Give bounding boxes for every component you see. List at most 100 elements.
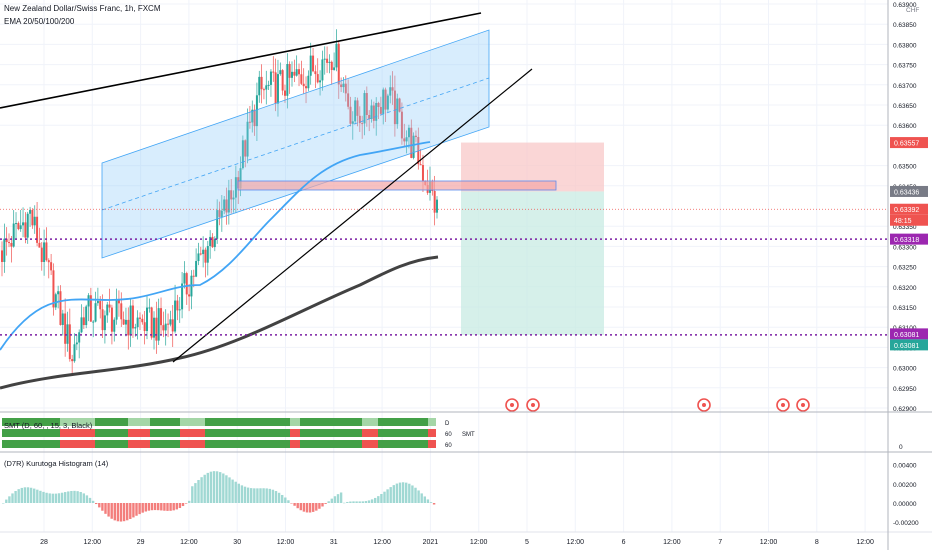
candle-body [363,93,366,124]
candle-body [251,109,254,123]
histogram-bar [237,483,240,503]
candle-body [365,93,368,115]
smt-bar [128,429,150,437]
price-badge [890,328,928,340]
histogram-bar [377,496,380,503]
smt-bar [128,418,150,426]
smt-bar [378,440,428,448]
candle-body [148,307,151,309]
histogram-bar [355,501,358,503]
ema-slow [0,255,439,390]
histogram-bar [197,480,200,503]
candle-body [26,213,29,238]
candle-body [66,324,69,344]
candle-body [291,71,293,78]
smt-bar [180,418,205,426]
candle-body [386,95,389,110]
histogram-bar [5,499,8,503]
candle-body [220,210,223,217]
time-tick-label: 12:00 [84,539,102,546]
candle-body [309,55,312,76]
candle-body [115,300,118,320]
candle-body [71,359,74,362]
candle-body [185,273,188,295]
histogram-bar [181,503,185,507]
time-tick-label: 12:00 [470,539,488,546]
smt-bar [95,440,128,448]
histogram-bar [116,503,120,522]
candle-body [1,250,3,262]
histogram-bar [336,494,340,503]
candle-body [375,102,378,121]
candle-body [368,114,371,119]
candle-body [351,121,354,124]
smt-bar [2,440,60,448]
rising-trendline [172,68,533,363]
smt-bar [290,418,300,426]
histogram-bar [153,503,157,511]
candle-body [298,69,301,75]
histogram-tick-label: 0.00200 [893,482,917,489]
candle-body [223,199,226,211]
histogram-bar [330,498,333,503]
candle-body [99,301,102,310]
price-badge-text: 0.63081 [894,343,919,350]
histogram-bar [184,503,188,504]
price-tick-label: 0.63150 [893,305,917,312]
price-tick-label: 0.63850 [893,22,917,29]
histogram-bar [113,503,116,521]
candle-body [202,249,205,255]
histogram-bar [200,477,203,503]
histogram-bar [144,503,147,512]
histogram-bar [420,493,423,503]
candle-body [183,273,186,284]
histogram-bar [299,503,302,511]
price-badge [890,339,928,351]
candle-body [78,332,81,343]
histogram-bar [95,503,98,505]
candle-body [372,105,375,121]
histogram-bar [67,491,70,503]
histogram-bar [389,487,392,503]
candle-body [167,323,170,325]
candle-body [117,300,120,304]
histogram-bar [212,471,216,503]
price-tick-label: 0.63800 [893,42,917,49]
candle-body [127,319,130,336]
smt-bar [2,418,60,426]
histogram-bar [231,479,234,503]
candle-body [19,225,22,230]
histogram-bar [234,481,237,503]
candle-body [258,76,261,96]
histogram-bar [23,487,27,503]
candle-body [31,210,34,226]
histogram-bar [259,488,262,503]
candle-body [230,190,233,200]
histogram-bar [209,471,213,503]
candle-body [244,140,247,157]
candle-body [279,70,282,75]
histogram-bar [318,503,321,509]
histogram-bar [17,489,20,503]
histogram-bar [219,472,222,503]
candle-body [347,93,350,107]
histogram-bar [367,500,371,503]
histogram-bar [20,487,23,503]
histogram-bar [253,488,256,503]
smt-bar [60,429,95,437]
histogram-bar [370,499,374,503]
smt-bar [95,429,128,437]
histogram-bar [222,473,225,503]
candle-body [15,223,18,225]
candle-body [36,216,39,243]
histogram-bar [39,490,42,503]
histogram-bar [48,493,51,503]
candle-body [412,135,415,158]
histogram-bar [408,483,411,503]
time-tick-label: 12:00 [856,539,874,546]
histogram-bar [122,503,126,522]
candle-body [87,295,90,307]
time-tick-label: 12:00 [760,539,778,546]
smt-row-label: D [445,421,450,427]
